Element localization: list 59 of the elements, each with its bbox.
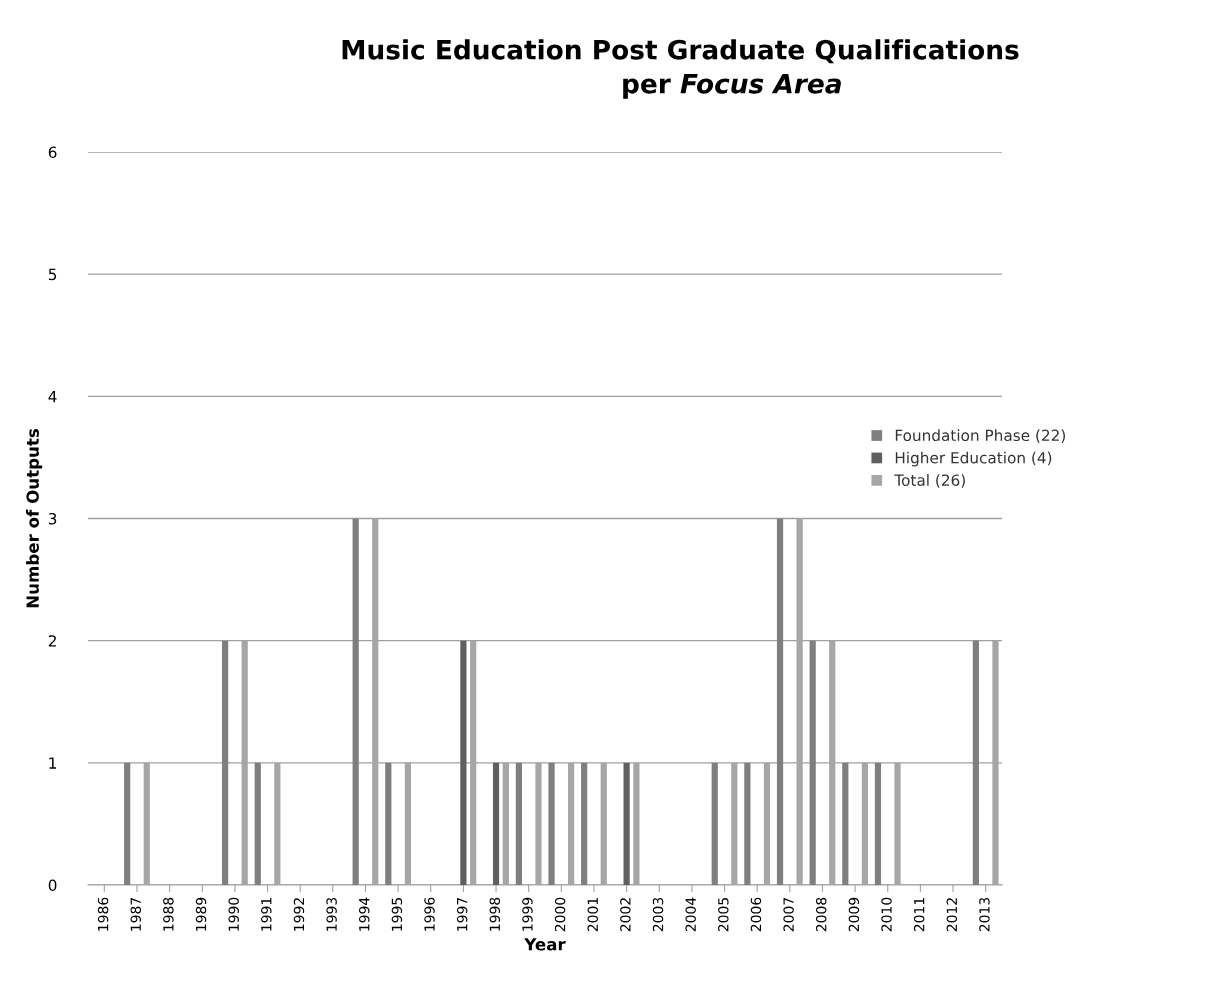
y-tick-label: 0 — [48, 879, 57, 892]
x-tick-label: 1986 — [97, 897, 109, 931]
bar — [744, 762, 751, 885]
legend-label: Total (26) — [894, 474, 965, 488]
y-tick-label: 1 — [49, 757, 57, 769]
x-tick-label: 1988 — [163, 897, 174, 931]
x-tick-label: 2011 — [913, 898, 925, 932]
x-tick-label: 1998 — [489, 897, 501, 931]
x-tick-label: 1987 — [130, 897, 141, 931]
bar — [972, 640, 979, 885]
y-axis-title: Number of Outputs — [26, 428, 43, 608]
x-tick-label: 2010 — [881, 897, 892, 932]
x-tick-label: 2002 — [620, 898, 631, 932]
bar — [492, 762, 500, 885]
x-tick-label: 1989 — [195, 897, 207, 931]
x-tick-label: 2001 — [587, 898, 598, 932]
bar — [222, 640, 229, 885]
bar — [254, 762, 261, 885]
bar — [809, 640, 816, 885]
bar — [581, 762, 588, 885]
x-tick-label: 2009 — [848, 897, 860, 932]
x-tick-label: 2004 — [685, 897, 696, 932]
x-tick-label: 1990 — [228, 897, 239, 931]
y-tick-label: 6 — [48, 146, 57, 159]
y-tick-label: 3 — [48, 512, 57, 525]
bar — [874, 762, 882, 885]
y-tick-label: 5 — [48, 268, 57, 281]
x-tick-label: 2006 — [750, 897, 762, 932]
legend-label: Foundation Phase (22) — [895, 429, 1065, 443]
y-tick-label: 4 — [48, 391, 57, 403]
x-tick-label: 2003 — [652, 897, 664, 932]
chart-title: Music Education Post Graduate Qualifications per Focus Area — [342, 39, 1019, 99]
bar — [515, 762, 522, 885]
bar — [460, 640, 467, 885]
x-tick-label: 1994 — [358, 897, 370, 931]
x-tick-label: 1997 — [456, 897, 468, 931]
x-tick-label: 2008 — [815, 897, 827, 932]
x-tick-label: 1992 — [293, 898, 305, 931]
x-tick-label: 1999 — [522, 897, 533, 931]
bar — [124, 762, 131, 885]
x-tick-label: 2000 — [554, 897, 566, 932]
x-tick-label: 2007 — [783, 897, 794, 932]
bar — [385, 762, 392, 885]
x-axis-title: Year — [524, 938, 566, 951]
x-tick-label: 1991 — [261, 898, 272, 931]
bar — [352, 518, 359, 885]
bar — [711, 762, 718, 885]
legend-label: Higher Education (4) — [895, 451, 1052, 467]
x-tick-label: 2013 — [979, 897, 990, 932]
y-tick-label: 2 — [48, 635, 56, 647]
bar — [842, 762, 849, 885]
bar — [623, 762, 630, 885]
bar — [776, 518, 784, 885]
x-tick-label: 1996 — [424, 897, 435, 931]
x-tick-label: 1995 — [391, 898, 403, 931]
x-tick-label: 2012 — [946, 898, 958, 932]
x-tick-label: 1993 — [326, 897, 337, 931]
bar — [548, 762, 555, 885]
x-tick-label: 2005 — [718, 898, 729, 932]
